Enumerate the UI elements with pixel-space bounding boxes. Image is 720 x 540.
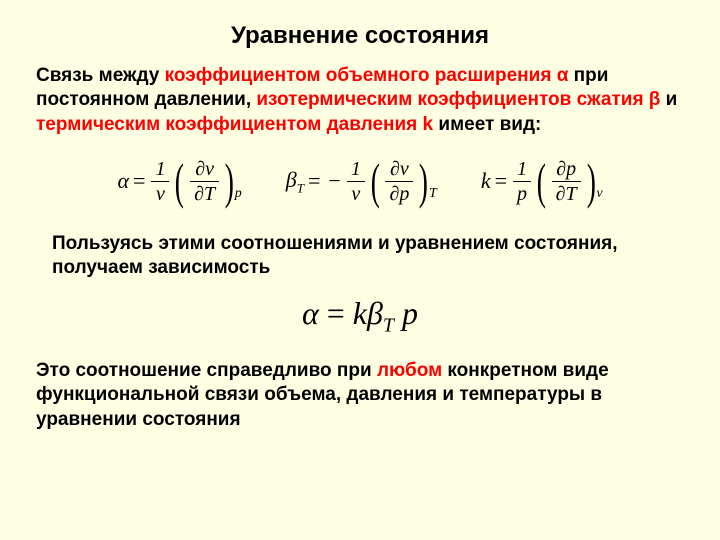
equation-row: α = 1 v ( ∂v ∂T ) p βT = − 1 v ( <box>36 159 684 204</box>
sp <box>394 295 402 331</box>
den: v <box>347 184 364 204</box>
sym: β <box>367 295 383 331</box>
term-k: термическим коэффициентом давления k <box>36 114 433 135</box>
lparen: ( <box>175 159 184 204</box>
fraction: ∂v ∂p <box>385 159 413 204</box>
fraction: ∂v ∂T <box>190 159 219 204</box>
bar <box>151 181 169 182</box>
lparen: ( <box>537 159 546 204</box>
rparen: ) <box>586 159 595 204</box>
bar <box>385 181 413 182</box>
sym: p <box>402 295 418 331</box>
rparen: ) <box>225 159 234 204</box>
term-alpha: коэффициентом объемного расширения α <box>165 65 569 86</box>
sym: k <box>481 168 491 194</box>
equation-beta: βT = − 1 v ( ∂v ∂p ) T <box>286 159 437 204</box>
den: p <box>513 184 531 204</box>
subscript: v <box>596 186 602 202</box>
den: ∂T <box>552 184 581 204</box>
fraction: ∂p ∂T <box>552 159 581 204</box>
t: имеет вид: <box>433 114 541 135</box>
intro-paragraph: Связь между коэффициентом объемного расш… <box>36 64 684 137</box>
subscript: T <box>383 314 394 336</box>
minus: − <box>328 168 340 194</box>
paren-group: ( ∂v ∂p ) <box>367 159 432 204</box>
equals: = <box>319 295 353 331</box>
t: Это соотношение справедливо при <box>36 360 377 381</box>
equals: = <box>308 168 320 194</box>
final-paragraph: Это соотношение справедливо при любом ко… <box>36 359 684 432</box>
equation-alpha: α = 1 v ( ∂v ∂T ) p <box>117 159 241 204</box>
sym: α <box>117 168 129 194</box>
t: и <box>660 89 677 110</box>
num: 1 <box>151 159 169 179</box>
num: ∂v <box>386 159 413 179</box>
sym: α <box>302 295 319 331</box>
den: ∂p <box>385 184 413 204</box>
fraction: 1 v <box>151 159 169 204</box>
emph-any: любом <box>377 360 442 381</box>
num: ∂p <box>552 159 580 179</box>
fraction: 1 v <box>347 159 365 204</box>
rparen: ) <box>419 159 428 204</box>
t: Связь между <box>36 65 165 86</box>
lparen: ( <box>371 159 380 204</box>
result-equation: α = kβT p <box>36 295 684 337</box>
subscript: T <box>429 186 437 202</box>
sym: k <box>353 295 367 331</box>
num: ∂v <box>191 159 218 179</box>
num: 1 <box>513 159 531 179</box>
bar <box>552 181 581 182</box>
subscript: p <box>235 186 242 202</box>
bar <box>347 181 365 182</box>
term-beta: изотермическим коэффициентов сжатия β <box>256 89 660 110</box>
num: 1 <box>347 159 365 179</box>
den: ∂T <box>190 184 219 204</box>
den: v <box>152 184 169 204</box>
bar <box>513 181 531 182</box>
page-title: Уравнение состояния <box>36 22 684 50</box>
bar <box>190 181 219 182</box>
fraction: 1 p <box>513 159 531 204</box>
equals: = <box>495 168 507 194</box>
sym: βT <box>286 167 304 196</box>
equals: = <box>133 168 145 194</box>
middle-paragraph: Пользуясь этими соотношениями и уравнени… <box>36 232 684 281</box>
equation-k: k = 1 p ( ∂p ∂T ) v <box>481 159 603 204</box>
paren-group: ( ∂p ∂T ) <box>533 159 599 204</box>
paren-group: ( ∂v ∂T ) <box>171 159 237 204</box>
